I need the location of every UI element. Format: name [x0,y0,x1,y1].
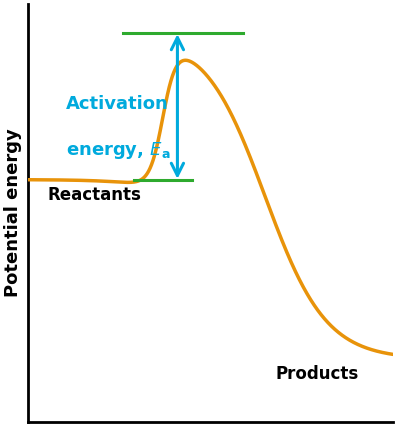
Text: Reactants: Reactants [48,186,142,204]
Y-axis label: Potential energy: Potential energy [4,129,22,297]
Text: Products: Products [276,366,359,383]
Text: Activation: Activation [66,95,169,113]
Text: energy, $\mathit{E}_\mathregular{a}$: energy, $\mathit{E}_\mathregular{a}$ [66,140,171,161]
